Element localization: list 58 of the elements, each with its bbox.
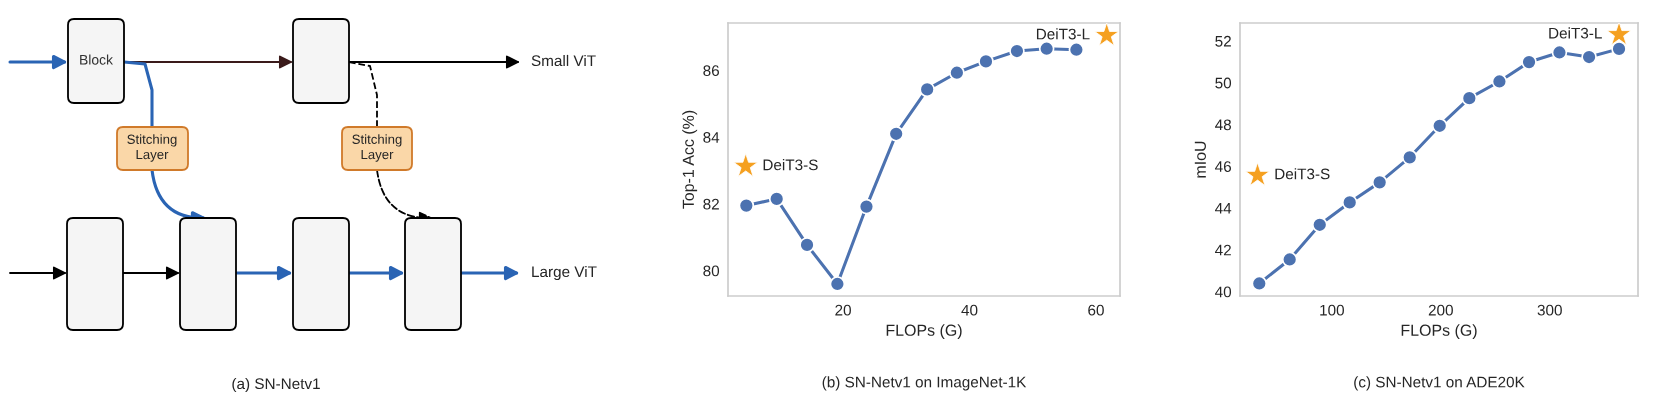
point <box>1581 49 1597 65</box>
point <box>919 81 935 98</box>
point <box>978 53 994 70</box>
text: Block <box>80 54 113 65</box>
point <box>1281 251 1298 268</box>
point <box>799 237 815 253</box>
y-tick-label: 46 <box>1215 161 1231 172</box>
point <box>1038 40 1055 57</box>
x-axis-title: FLOPs (G) <box>1401 324 1477 340</box>
x-tick-label: 40 <box>961 304 978 316</box>
point <box>1401 149 1418 166</box>
x-tick-label: 60 <box>1088 304 1104 316</box>
annotation: DeiT3-L <box>1036 28 1090 40</box>
point <box>829 276 846 292</box>
y-tick-label: 44 <box>1215 203 1232 214</box>
y-tick-label: 50 <box>1215 77 1232 89</box>
point <box>1521 54 1537 70</box>
text: Stitching Layer <box>352 134 402 162</box>
point <box>858 198 875 215</box>
point <box>1009 43 1025 59</box>
text: Small ViT <box>531 54 596 67</box>
y-tick-label: 86 <box>703 65 719 77</box>
y-tick-label: 82 <box>703 198 719 210</box>
x-tick-label: 100 <box>1320 304 1344 316</box>
point <box>1551 44 1568 61</box>
point <box>1251 275 1268 292</box>
point <box>1371 174 1388 191</box>
x-tick-label: 300 <box>1537 304 1562 316</box>
y-axis-title: Top-1 Acc (%) <box>682 110 698 209</box>
y-tick-label: 40 <box>1215 286 1232 298</box>
y-axis-title: mIoU <box>1194 141 1206 178</box>
y-tick-label: 42 <box>1215 244 1231 256</box>
point <box>949 64 965 81</box>
point <box>888 126 904 142</box>
text: (c) SN-Netv1 on ADE20K <box>1354 376 1525 391</box>
x-axis-title: FLOPs (G) <box>886 324 962 340</box>
point <box>1311 216 1328 233</box>
point <box>1341 194 1358 211</box>
point <box>768 191 785 207</box>
annotation: DeiT3-S <box>763 159 818 171</box>
x-tick-label: 200 <box>1428 304 1453 316</box>
annotation: DeiT3-L <box>1549 27 1602 39</box>
y-tick-label: 84 <box>703 132 720 143</box>
text: (b) SN-Netv1 on ImageNet-1K <box>822 376 1027 391</box>
text: (a) SN-Netv1 <box>232 377 320 393</box>
annotation: DeiT3-S <box>1275 168 1330 180</box>
point <box>1461 90 1478 106</box>
y-tick-label: 52 <box>1215 35 1231 47</box>
y-tick-label: 80 <box>703 265 720 277</box>
point <box>1491 73 1508 90</box>
text: Stitching Layer <box>127 134 177 162</box>
point <box>738 197 755 214</box>
point <box>1611 41 1627 57</box>
point <box>1068 41 1085 58</box>
x-tick-label: 20 <box>835 304 851 316</box>
text: Large ViT <box>532 265 597 281</box>
y-tick-label: 48 <box>1215 119 1231 131</box>
point <box>1431 117 1448 134</box>
